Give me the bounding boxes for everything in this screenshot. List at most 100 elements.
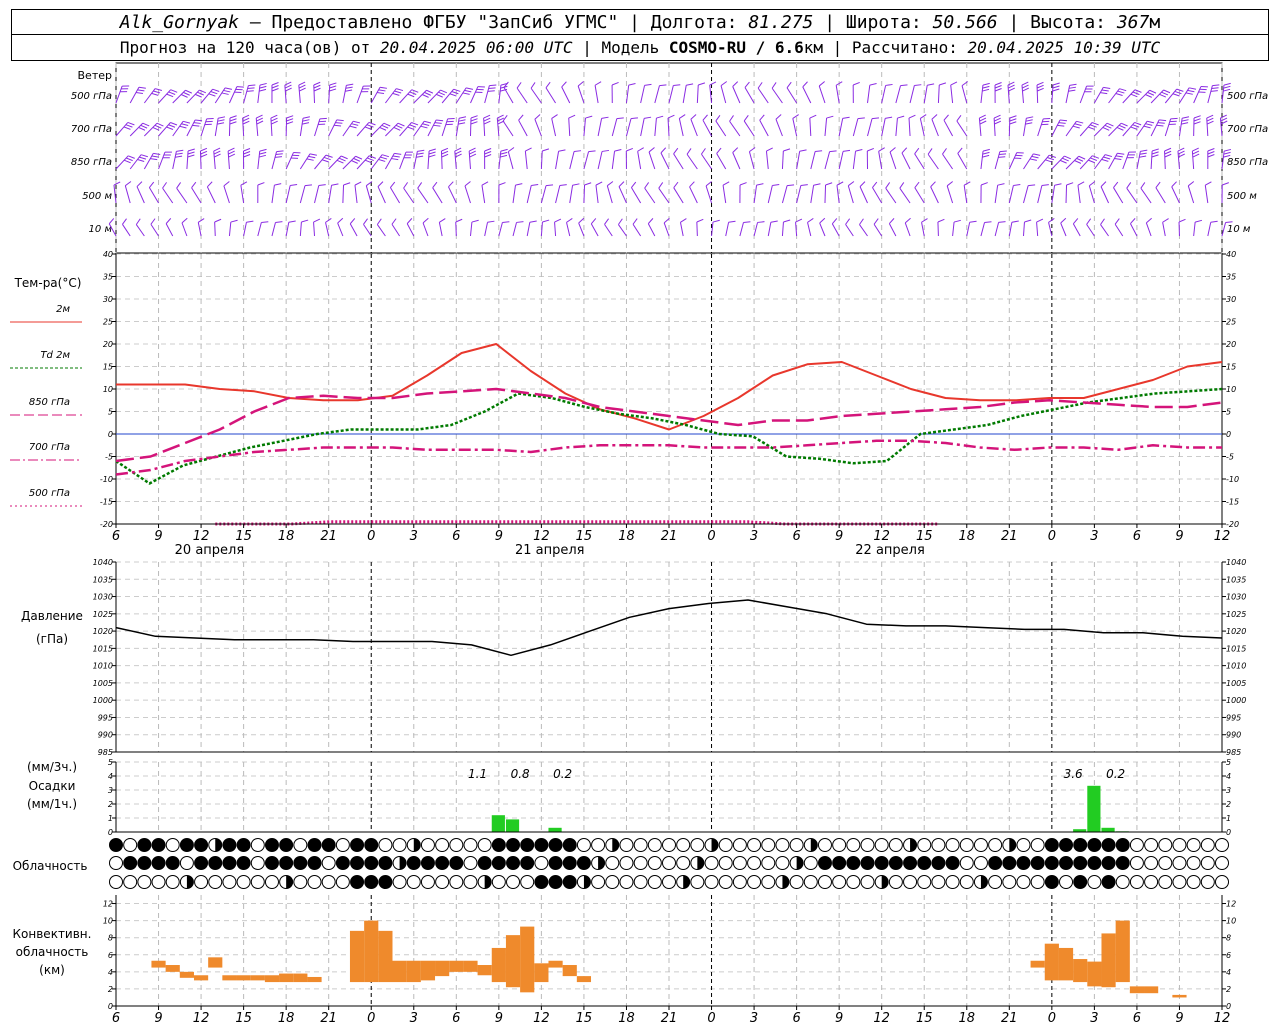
temp-tick-label-left: 35: [103, 273, 113, 282]
model-unit: км: [803, 38, 824, 57]
wind-barb-feather: [458, 122, 466, 125]
pressure-tick-label-left: 1035: [93, 575, 113, 584]
precip-3h-label: 1.1: [468, 767, 487, 781]
wind-barb-feather: [696, 218, 704, 223]
wind-barb-feather: [325, 154, 333, 158]
wind-barb-feather: [125, 124, 133, 128]
temp-x-hour-label: 3: [410, 529, 418, 544]
wind-barb: [702, 119, 712, 137]
wind-barb-feather: [471, 219, 479, 223]
wind-barb: [597, 118, 603, 137]
wind-barb-feather: [340, 155, 348, 160]
temp-x-hour-label: 12: [1214, 529, 1231, 544]
wind-barb-feather: [212, 88, 220, 92]
wind-barb: [1008, 222, 1013, 237]
wind-barb: [214, 87, 226, 104]
wind-barb: [908, 118, 911, 137]
wind-barb-feather: [286, 115, 294, 119]
wind-barb-feather: [867, 147, 874, 152]
cloud-symbol: [803, 856, 818, 870]
wind-barb: [583, 151, 590, 170]
wind-barb-feather: [878, 147, 885, 152]
wind-barb-feather: [140, 124, 148, 129]
conv-bar: [520, 926, 535, 993]
wind-barb-feather: [994, 120, 1002, 125]
temp-x-hour-label: 15: [576, 529, 593, 544]
conv-bar: [420, 960, 436, 981]
wind-barb-feather: [1076, 157, 1084, 162]
wind-barb-feather: [459, 116, 467, 119]
wind-barb-feather: [1100, 181, 1107, 187]
wind-barb: [534, 119, 542, 137]
wind-barb: [630, 187, 642, 204]
cloud-symbol: [179, 856, 194, 870]
wind-barb-feather: [469, 153, 477, 158]
wind-barb-feather: [298, 84, 306, 89]
wind-barb: [526, 185, 532, 204]
conv-bar: [307, 976, 322, 983]
wind-barb-feather: [170, 122, 178, 126]
cloud-symbol: [718, 856, 733, 870]
cloud-symbol: [846, 838, 861, 852]
wind-barb: [757, 87, 769, 104]
wind-barb-feather: [1009, 115, 1017, 119]
wind-barb: [931, 119, 939, 137]
wind-barb: [122, 224, 131, 237]
wind-barb: [729, 120, 741, 137]
cloud-symbol-half: [612, 838, 619, 852]
cloud-symbol: [123, 875, 138, 889]
conv-x-hour-label: 9: [495, 1011, 503, 1024]
wind-barb-feather: [982, 82, 990, 86]
wind-barb-feather: [379, 126, 387, 131]
wind-barb-feather: [1164, 147, 1172, 152]
wind-barb-feather: [957, 147, 963, 154]
wind-barb-feather: [770, 220, 778, 223]
wind-barb: [448, 186, 457, 204]
wind-barb-feather: [336, 119, 344, 122]
precip-tick-label-right: 5: [1226, 758, 1231, 767]
cloud-symbol: [435, 875, 450, 889]
cloud-symbol-fill: [364, 838, 378, 852]
wind-barb-feather: [261, 221, 269, 223]
temp-series-500: [215, 520, 939, 526]
conv-x-hour-label: 6: [112, 1011, 120, 1024]
wind-barb-feather: [1134, 89, 1142, 93]
wind-barb-feather: [416, 152, 424, 155]
wind-barb-feather: [223, 89, 231, 93]
pressure-tick-label-right: 990: [1226, 731, 1241, 740]
wind-barb-feather: [195, 119, 203, 122]
wind-barb-feather: [343, 182, 351, 186]
wind-barb: [285, 185, 291, 204]
wind-barb-feather: [859, 218, 864, 225]
cloud-symbol-fill: [350, 875, 364, 889]
conv-x-hour-label: 9: [154, 1011, 162, 1024]
wind-barb: [524, 151, 528, 170]
wind-barb-feather: [1223, 154, 1231, 158]
wind-barb-feather: [529, 220, 537, 223]
cloud-symbol: [534, 856, 549, 870]
pressure-series: [115, 599, 1223, 657]
cloud-symbol-fill: [889, 856, 903, 870]
cloud-symbol: [1087, 875, 1102, 889]
wind-barb-feather: [1157, 122, 1165, 124]
wind-barb-feather: [1048, 218, 1055, 223]
cloud-symbol: [1186, 856, 1201, 870]
wind-barb: [376, 224, 386, 237]
cloud-symbol: [1172, 856, 1187, 870]
cloud-symbol-fill: [549, 875, 563, 889]
conv-x-hour-label: 9: [1175, 1011, 1183, 1024]
precip-tick-label-left: 2: [108, 800, 113, 809]
cloud-symbol-fill: [1059, 856, 1073, 870]
conv-x-hour-label: 3: [750, 1011, 758, 1024]
wind-barb: [349, 223, 358, 237]
cloud-symbol: [463, 875, 478, 889]
wind-level-label-left: 700 гПа: [71, 124, 112, 135]
wind-barb-feather: [150, 158, 158, 161]
wind-barb-feather: [1146, 217, 1152, 224]
cloud-symbol-fill: [1102, 856, 1116, 870]
wind-barb: [715, 120, 727, 137]
wind-barb: [744, 87, 755, 104]
wind-barb: [781, 185, 788, 204]
wind-barb-feather: [1089, 124, 1097, 128]
temp-x-hour-label: 6: [112, 529, 120, 544]
